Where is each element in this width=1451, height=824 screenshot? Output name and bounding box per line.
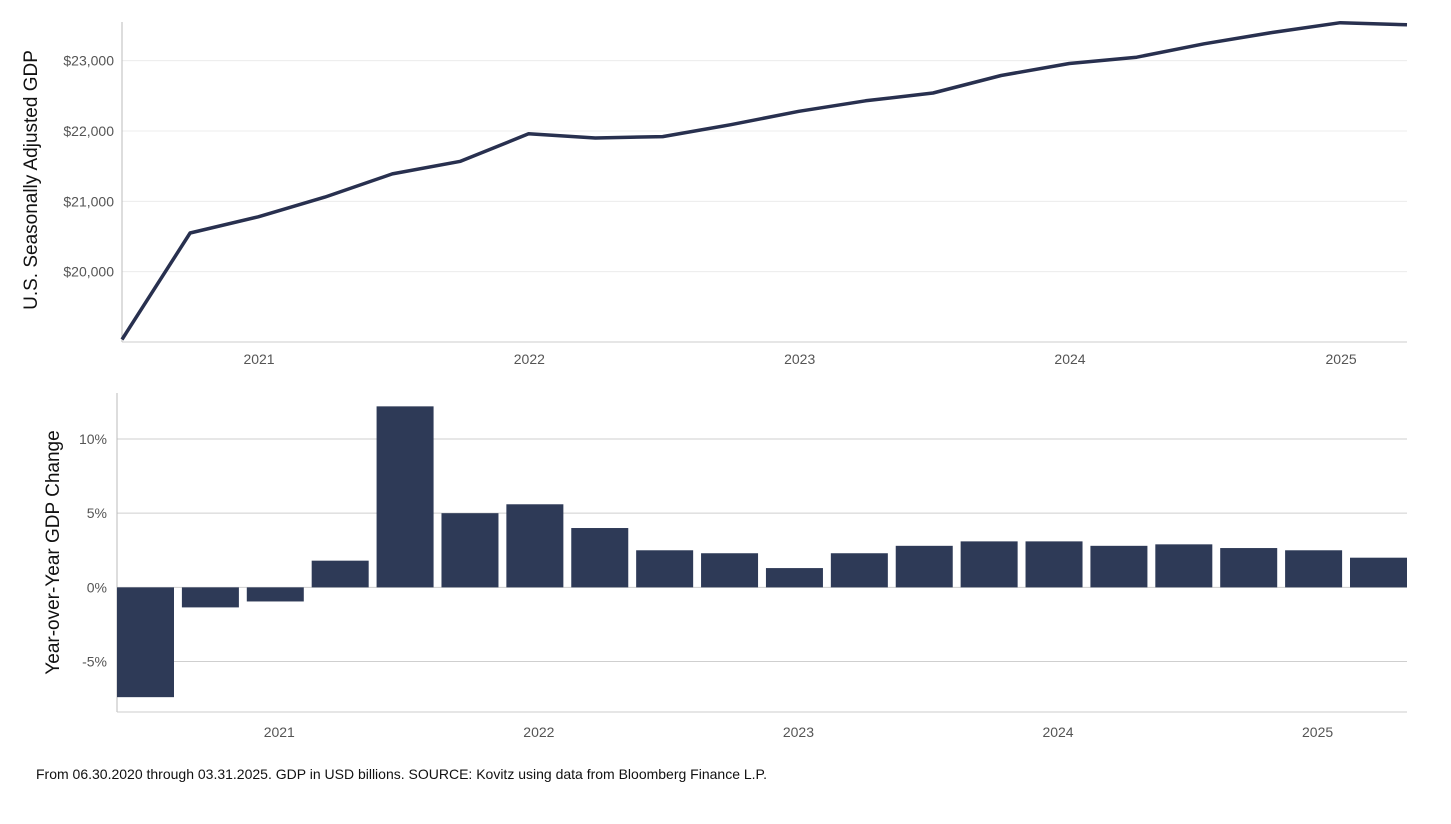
bar: [311, 560, 369, 588]
y-axis-label: U.S. Seasonally Adjusted GDP: [21, 50, 42, 310]
y-axis-label: Year-over-Year GDP Change: [43, 430, 64, 674]
x-tick-label: 2022: [514, 351, 545, 367]
x-tick-label: 2025: [1326, 351, 1357, 367]
y-tick-label: $23,000: [63, 53, 114, 69]
x-tick-label: 2025: [1302, 724, 1333, 740]
gdp-line: [120, 20, 1408, 341]
x-tick-label: 2023: [784, 351, 815, 367]
x-tick-label: 2024: [1054, 351, 1085, 367]
bar: [1155, 544, 1213, 588]
y-tick-label: $20,000: [63, 264, 114, 280]
bar: [1025, 541, 1083, 588]
x-tick-label: 2021: [243, 351, 274, 367]
y-tick-label: 0%: [87, 579, 107, 595]
y-tick-label: $22,000: [63, 123, 114, 139]
bar: [765, 568, 823, 588]
footnote: From 06.30.2020 through 03.31.2025. GDP …: [36, 766, 767, 782]
y-tick-label: 10%: [79, 431, 107, 447]
bar: [506, 504, 564, 588]
bar: [636, 550, 694, 588]
bar: [1220, 548, 1278, 588]
x-tick-label: 2024: [1042, 724, 1073, 740]
bar: [441, 513, 499, 588]
x-tick-label: 2022: [523, 724, 554, 740]
x-tick-label: 2021: [264, 724, 295, 740]
bar: [571, 528, 629, 588]
bar: [117, 587, 174, 698]
y-tick-label: -5%: [82, 654, 107, 670]
bar: [1350, 557, 1407, 588]
bar: [895, 545, 953, 588]
y-tick-label: 5%: [87, 505, 107, 521]
bar: [1090, 545, 1148, 588]
bar: [1285, 550, 1343, 588]
bar: [181, 587, 239, 608]
bar: [701, 553, 759, 588]
bar: [376, 406, 434, 588]
bar: [960, 541, 1018, 588]
bar: [246, 587, 304, 602]
x-tick-label: 2023: [783, 724, 814, 740]
bar: [830, 553, 888, 588]
y-tick-label: $21,000: [63, 193, 114, 209]
